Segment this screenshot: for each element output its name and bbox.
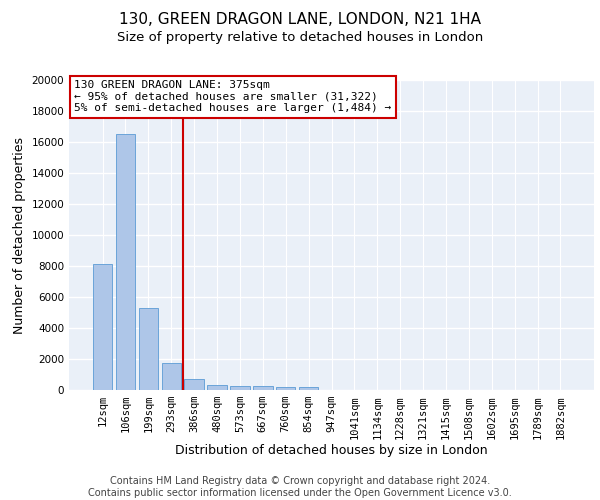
Bar	[230, 386, 250, 390]
Bar	[208, 384, 227, 390]
Bar	[139, 308, 158, 390]
Text: 130, GREEN DRAGON LANE, LONDON, N21 1HA: 130, GREEN DRAGON LANE, LONDON, N21 1HA	[119, 12, 481, 28]
Bar	[116, 134, 135, 390]
Text: Contains HM Land Registry data © Crown copyright and database right 2024.
Contai: Contains HM Land Registry data © Crown c…	[88, 476, 512, 498]
Text: 130 GREEN DRAGON LANE: 375sqm
← 95% of detached houses are smaller (31,322)
5% o: 130 GREEN DRAGON LANE: 375sqm ← 95% of d…	[74, 80, 392, 113]
Bar	[184, 379, 204, 390]
Y-axis label: Number of detached properties: Number of detached properties	[13, 136, 26, 334]
Bar	[161, 363, 181, 390]
Bar	[93, 264, 112, 390]
Bar	[253, 386, 272, 390]
X-axis label: Distribution of detached houses by size in London: Distribution of detached houses by size …	[175, 444, 488, 457]
Text: Size of property relative to detached houses in London: Size of property relative to detached ho…	[117, 31, 483, 44]
Bar	[299, 388, 319, 390]
Bar	[276, 387, 295, 390]
